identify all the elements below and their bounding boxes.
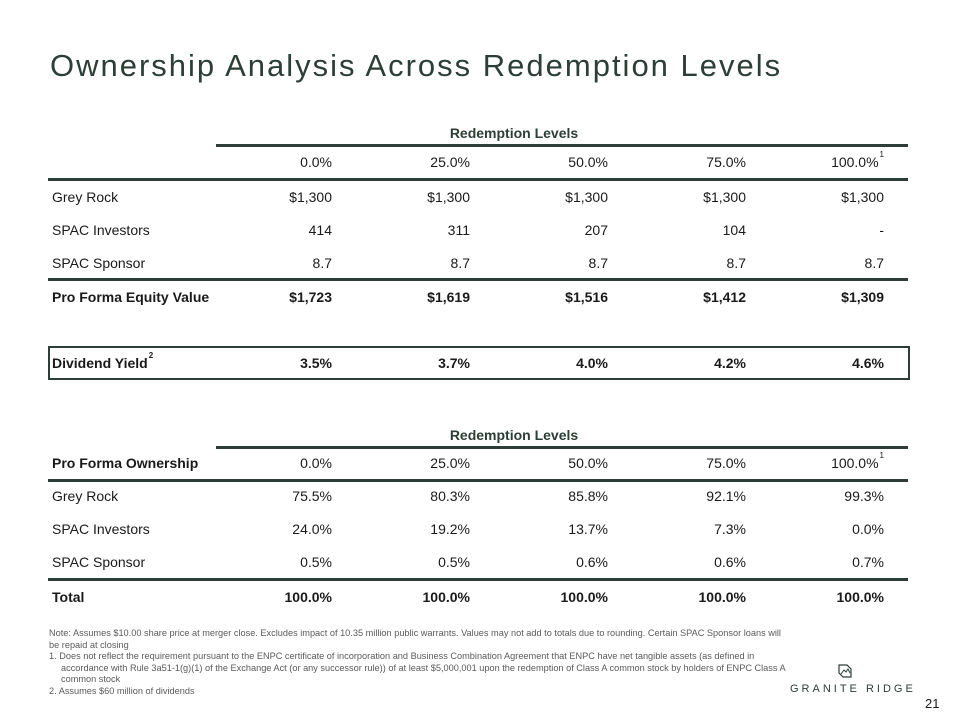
- cell: $1,300: [841, 189, 884, 205]
- table2-header-bottom-rule: [48, 479, 908, 482]
- total-row: Pro Forma Equity Value $1,723 $1,619 $1,…: [48, 282, 908, 312]
- cell: 0.0%: [852, 521, 884, 537]
- cell: 207: [584, 222, 608, 238]
- cell: 0.6%: [576, 554, 608, 570]
- cell: 0.5%: [300, 554, 332, 570]
- cell: $1,412: [703, 289, 746, 305]
- dividend-yield-row: Dividend Yield2 3.5% 3.7% 4.0% 4.2% 4.6%: [48, 348, 908, 378]
- mountain-logo-icon: [837, 663, 853, 679]
- cell: 100.0%: [560, 589, 608, 605]
- total-row: Total 100.0% 100.0% 100.0% 100.0% 100.0%: [48, 582, 908, 612]
- cell: 100.0%: [698, 589, 746, 605]
- cell: 8.7: [588, 255, 608, 271]
- footnote-1: 1. Does not reflect the requirement purs…: [49, 651, 786, 685]
- cell: 0.6%: [714, 554, 746, 570]
- cell: 8.7: [450, 255, 470, 271]
- cell: 414: [308, 222, 332, 238]
- table1-group-header: Redemption Levels: [449, 125, 579, 141]
- dividend-yield-box: [48, 346, 910, 380]
- cell: 7.3%: [714, 521, 746, 537]
- cell: 311: [447, 222, 470, 238]
- table1-header-rule: [216, 144, 908, 147]
- table-row: Grey Rock 75.5% 80.3% 85.8% 92.1% 99.3%: [48, 481, 908, 511]
- col-header: 0.0%: [300, 455, 332, 471]
- cell: $1,619: [427, 289, 470, 305]
- col-header: 100.0%1: [831, 451, 884, 472]
- cell: 104: [722, 222, 746, 238]
- col-header: 50.0%: [568, 455, 608, 471]
- cell: 100.0%: [836, 589, 884, 605]
- table1-header-row: 0.0% 25.0% 50.0% 75.0% 100.0%1: [48, 147, 908, 177]
- cell: 8.7: [726, 255, 746, 271]
- cell: 3.7%: [438, 355, 470, 371]
- row-label: Grey Rock: [52, 189, 119, 205]
- cell: 8.7: [864, 255, 884, 271]
- company-logo: GRANITE RIDGE: [790, 663, 916, 695]
- cell: 75.5%: [292, 488, 332, 504]
- cell: $1,300: [565, 189, 608, 205]
- col-header: 25.0%: [430, 455, 470, 471]
- cell: $1,300: [289, 189, 332, 205]
- table1-total-rule: [48, 278, 908, 281]
- cell: $1,516: [565, 289, 608, 305]
- cell: 100.0%: [422, 589, 470, 605]
- cell: $1,309: [841, 289, 884, 305]
- row-label: Grey Rock: [52, 488, 119, 504]
- table-row: SPAC Investors 24.0% 19.2% 13.7% 7.3% 0.…: [48, 514, 908, 544]
- col-header: 0.0%: [300, 154, 332, 170]
- table2-group-header: Redemption Levels: [449, 427, 579, 443]
- col-header: 50.0%: [568, 154, 608, 170]
- cell: 13.7%: [568, 521, 608, 537]
- row-label: Pro Forma Equity Value: [52, 289, 210, 305]
- cell: $1,723: [289, 289, 332, 305]
- row-label: SPAC Investors: [52, 222, 150, 238]
- row-label: SPAC Sponsor: [52, 554, 146, 570]
- table1-header-bottom-rule: [48, 178, 908, 181]
- cell: 24.0%: [292, 521, 332, 537]
- col-header: 25.0%: [430, 154, 470, 170]
- cell: 4.2%: [714, 355, 746, 371]
- table2-total-rule: [48, 578, 908, 581]
- cell: 80.3%: [430, 488, 470, 504]
- page-title: Ownership Analysis Across Redemption Lev…: [50, 48, 783, 83]
- cell: 99.3%: [844, 488, 884, 504]
- row-label: SPAC Sponsor: [52, 255, 146, 271]
- row-label: Total: [52, 589, 85, 605]
- table-row: SPAC Investors 414 311 207 104 -: [48, 215, 908, 245]
- cell: 0.7%: [852, 554, 884, 570]
- note-text: Note: Assumes $10.00 share price at merg…: [49, 628, 781, 650]
- cell: 4.6%: [852, 355, 884, 371]
- table2-header-row: Pro Forma Ownership 0.0% 25.0% 50.0% 75.…: [48, 448, 908, 478]
- table-row: SPAC Sponsor 8.7 8.7 8.7 8.7 8.7: [48, 248, 908, 278]
- col-header: 75.0%: [706, 154, 746, 170]
- table2-header-rule: [216, 446, 908, 449]
- cell: 100.0%: [284, 589, 332, 605]
- cell: -: [879, 222, 884, 238]
- cell: $1,300: [427, 189, 470, 205]
- cell: $1,300: [703, 189, 746, 205]
- row-header: Pro Forma Ownership: [52, 455, 199, 471]
- cell: 85.8%: [568, 488, 608, 504]
- logo-text: GRANITE RIDGE: [790, 683, 916, 695]
- cell: 19.2%: [430, 521, 470, 537]
- table-row: Grey Rock $1,300 $1,300 $1,300 $1,300 $1…: [48, 182, 908, 212]
- cell: 4.0%: [576, 355, 608, 371]
- footnote-2: 2. Assumes $60 million of dividends: [49, 685, 195, 696]
- footnotes: Note: Assumes $10.00 share price at merg…: [49, 628, 789, 698]
- cell: 8.7: [312, 255, 332, 271]
- cell: 0.5%: [438, 554, 470, 570]
- page-number: 21: [925, 696, 940, 711]
- col-header: 75.0%: [706, 455, 746, 471]
- row-label: Dividend Yield2: [52, 351, 154, 372]
- cell: 3.5%: [300, 355, 332, 371]
- cell: 92.1%: [706, 488, 746, 504]
- col-header: 100.0%1: [831, 150, 884, 171]
- row-label: SPAC Investors: [52, 521, 150, 537]
- table-row: SPAC Sponsor 0.5% 0.5% 0.6% 0.6% 0.7%: [48, 547, 908, 577]
